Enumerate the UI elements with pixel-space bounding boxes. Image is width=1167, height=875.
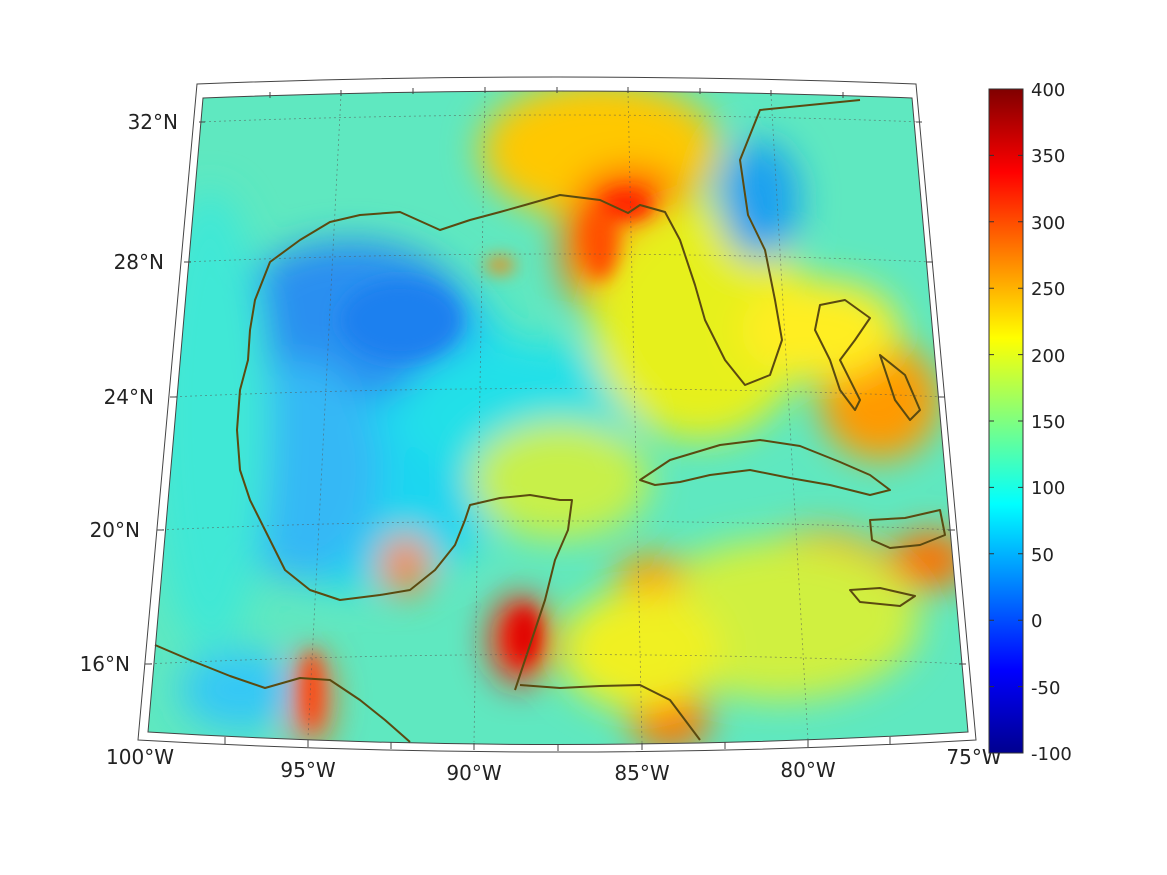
colorbar-label-50: 50 [1031,545,1054,566]
central-america-coast [154,644,411,743]
colorbar-labels: 400 350 300 250 200 150 100 50 0 -50 -10… [1031,80,1072,765]
gridline-lat-16 [144,654,967,665]
colorbar-label-350: 350 [1031,146,1065,167]
gulf-coast-us-mexico [236,99,861,691]
lon-label-85: 85°W [614,761,669,785]
frame-inner [147,90,969,745]
map-frame [137,76,977,753]
colorbar-label-300: 300 [1031,213,1065,234]
lon-label-100: 100°W [106,745,174,769]
colorbar-label-minus100: -100 [1031,744,1072,765]
frame-outer [137,76,977,753]
lat-label-28: 28°N [114,250,164,274]
lat-label-20: 20°N [90,518,140,542]
longitude-labels: 100°W 95°W 90°W 85°W 80°W 75°W [106,745,1002,785]
cuba [639,439,891,496]
gridline-lat-32 [198,114,923,123]
lon-label-80: 80°W [780,758,835,782]
lat-label-16: 16°N [80,652,130,676]
gridline-lon-85 [627,90,643,744]
colorbar-label-200: 200 [1031,346,1065,367]
latitude-labels: 32°N 28°N 24°N 20°N 16°N [80,110,178,676]
jamaica [849,587,916,607]
gridline-lat-20 [156,520,956,531]
bahamas [814,299,871,411]
lat-label-32: 32°N [128,110,178,134]
colorbar-label-400: 400 [1031,80,1065,101]
graticule [144,90,967,744]
coastlines [154,99,946,743]
honduras-coast [519,684,701,741]
gridline-lat-28 [183,253,934,263]
lon-label-90: 90°W [446,761,501,785]
colorbar-label-0: 0 [1031,611,1042,632]
colorbar-ticks [989,154,1023,688]
colorbar-label-minus50: -50 [1031,678,1060,699]
colorbar: 400 350 300 250 200 150 100 50 0 -50 -10… [988,80,1072,765]
gridline-lat-24 [169,388,946,398]
andros [879,354,921,421]
colorbar-label-100: 100 [1031,478,1065,499]
frame-ticks [145,87,966,751]
lon-label-95: 95°W [280,758,335,782]
colorbar-label-250: 250 [1031,279,1065,300]
colorbar-gradient [988,88,1024,754]
lat-label-24: 24°N [104,385,154,409]
map-field [148,91,968,745]
hispaniola [869,509,946,549]
gridline-lon-90 [473,90,486,743]
colorbar-label-150: 150 [1031,412,1065,433]
